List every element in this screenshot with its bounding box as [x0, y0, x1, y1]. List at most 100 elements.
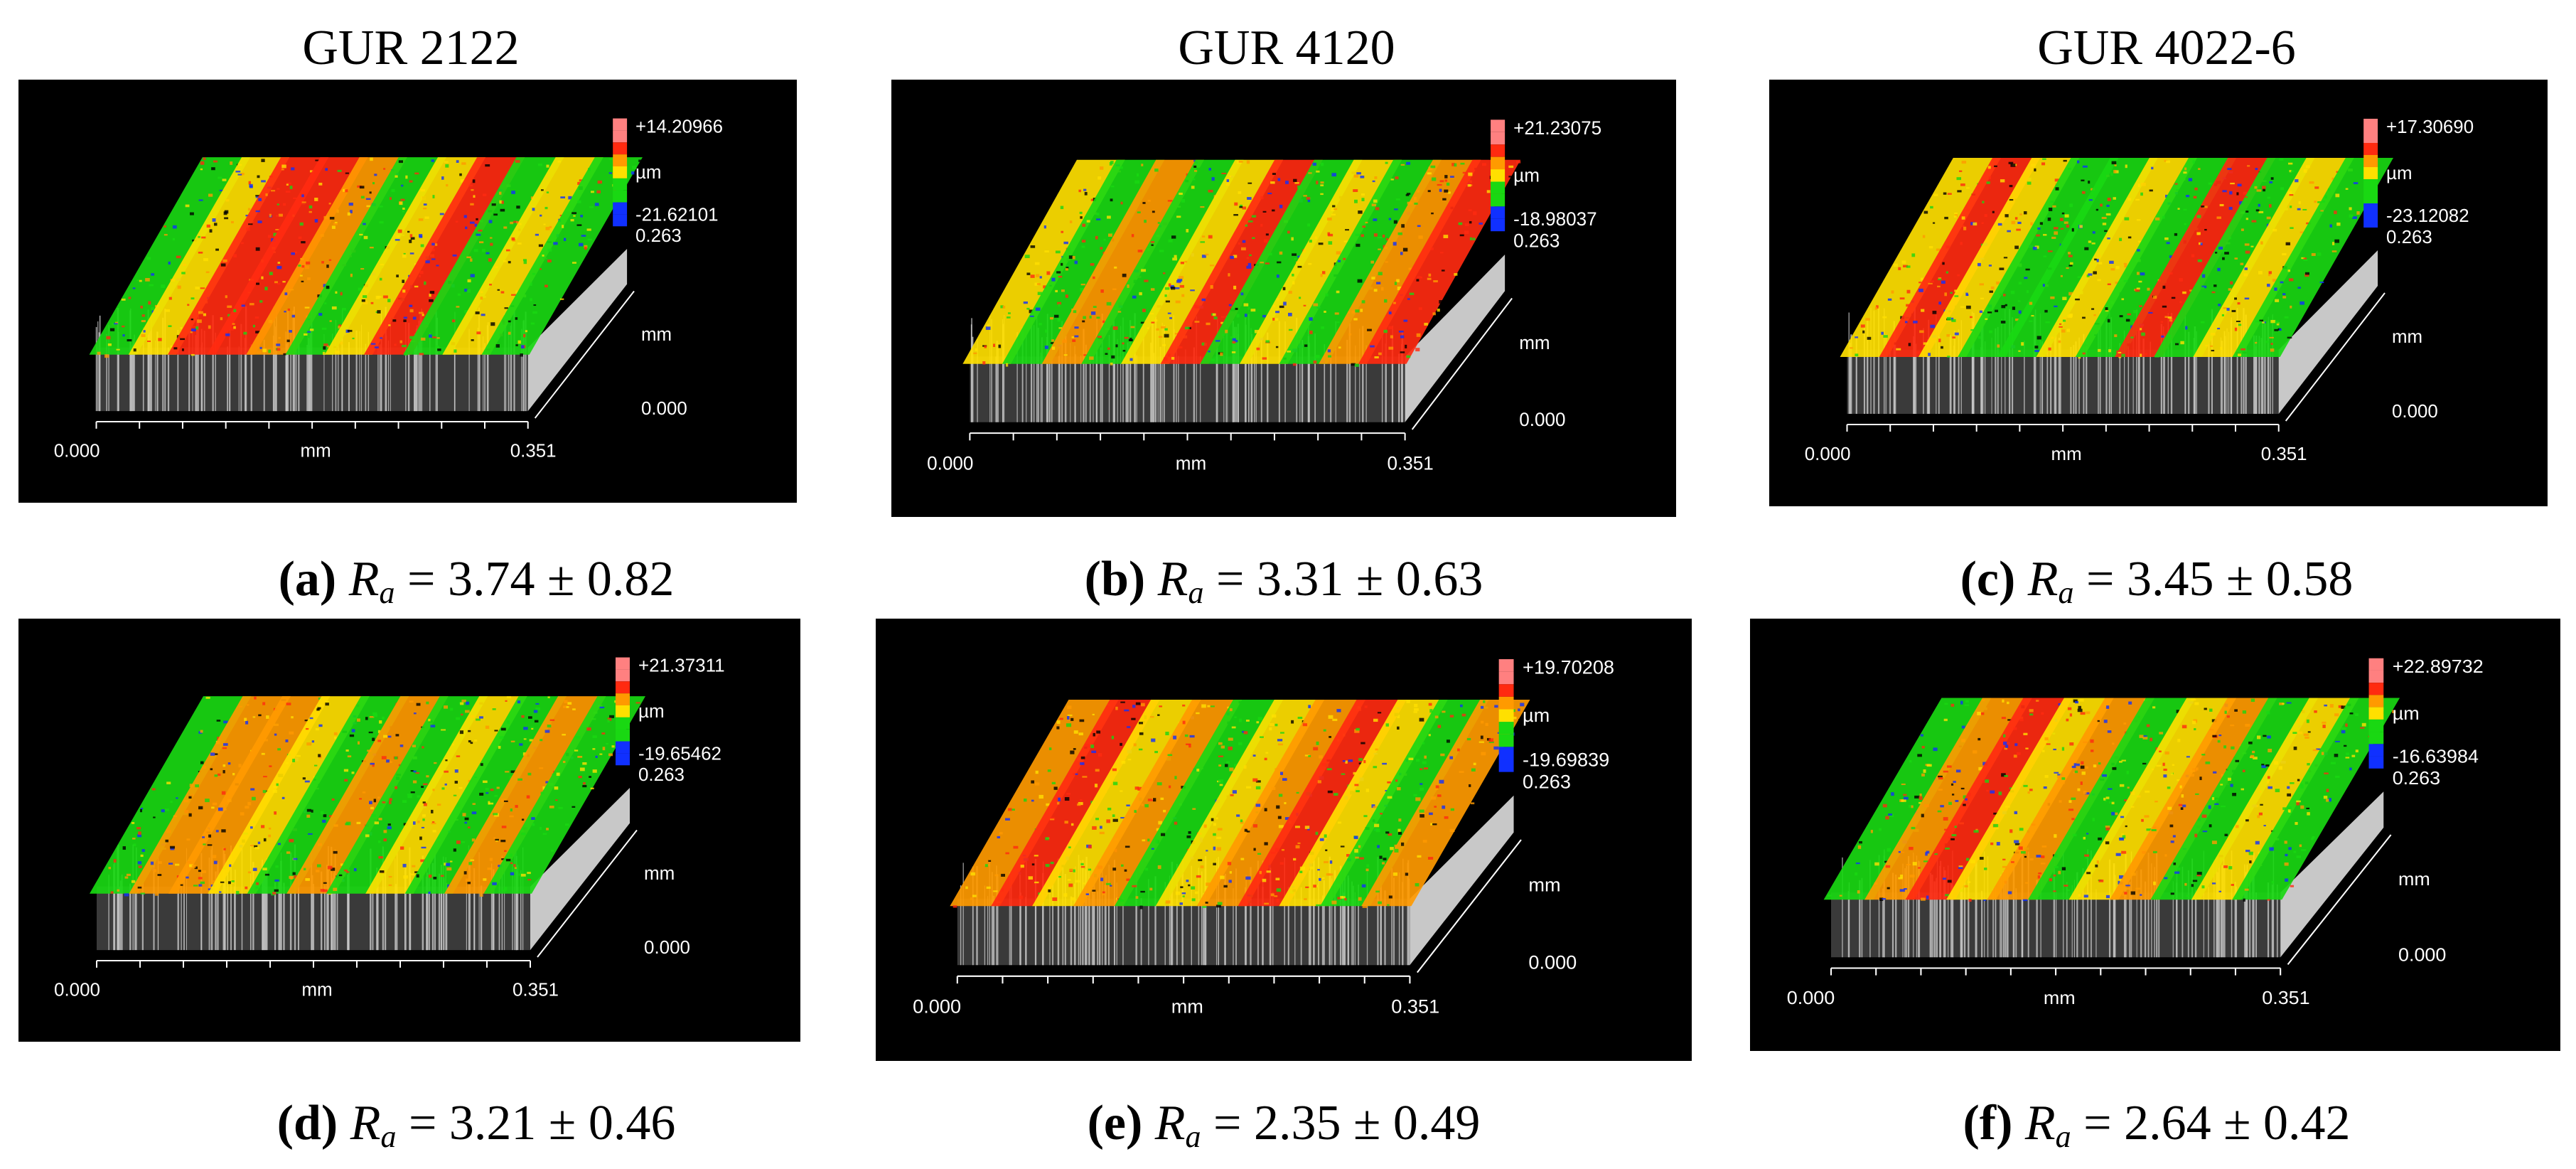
color-scale-segment: [2363, 155, 2378, 167]
surface-speckle: [521, 345, 525, 349]
surface-speckle: [510, 740, 515, 742]
surface-speckle: [586, 727, 591, 731]
surface-speckle: [1986, 789, 1989, 792]
surface-speckle: [203, 258, 208, 262]
surface-speckle: [2201, 205, 2205, 208]
surface-speckle: [2149, 189, 2153, 192]
surface-speckle: [281, 796, 285, 799]
surface-speckle: [1362, 225, 1366, 228]
surface-speckle: [1080, 287, 1084, 292]
surface-speckle: [222, 747, 227, 749]
surface-speckle: [340, 292, 343, 296]
surface-speckle: [1174, 332, 1179, 335]
surface-front-wall: [1847, 350, 2279, 414]
surface-speckle: [2349, 712, 2354, 715]
color-scale-unit-label: µm: [2386, 164, 2412, 183]
surface-speckle: [2307, 763, 2310, 766]
surface-speckle: [2285, 878, 2289, 882]
surface-speckle: [2267, 196, 2271, 199]
surface-speckle: [131, 822, 135, 824]
surface-speckle: [1405, 872, 1409, 876]
surface-speckle: [2212, 882, 2216, 885]
surface-speckle: [2234, 327, 2238, 331]
surface-speckle: [1157, 714, 1160, 716]
surface-speckle: [198, 806, 203, 810]
surface-ridge-band: [962, 159, 1125, 364]
surface-speckle: [2282, 807, 2287, 811]
surface-speckle: [505, 249, 510, 252]
surface-speckle: [2265, 764, 2270, 767]
surface-speckle: [189, 784, 193, 787]
surface-speckle: [2054, 772, 2059, 774]
surface-speckle: [230, 220, 234, 224]
surface-speckle: [2179, 785, 2182, 789]
surface-speckle: [1385, 790, 1388, 792]
surface-side-wall: [527, 249, 628, 412]
surface-speckle: [343, 769, 349, 772]
surface-speckle: [497, 289, 500, 291]
surface-speckle: [1472, 237, 1476, 241]
surface-speckle: [414, 871, 419, 873]
surface-speckle: [1180, 262, 1184, 265]
surface-speckle: [1142, 309, 1146, 312]
panel-caption-a: (a) Ra = 3.74 ± 0.82: [121, 551, 832, 611]
surface-speckle: [2161, 335, 2164, 338]
surface-speckle: [532, 208, 535, 211]
surface-speckle: [508, 261, 511, 264]
surface-speckle: [2338, 705, 2344, 708]
surface-speckle: [1375, 890, 1380, 893]
surface-speckle: [1210, 285, 1213, 289]
surface-speckle: [1132, 705, 1136, 708]
surface-speckle: [419, 836, 422, 840]
surface-speckle: [1950, 317, 1954, 321]
surface-speckle: [314, 219, 318, 223]
surface-speckle: [422, 314, 424, 316]
panel-label: (a): [278, 552, 337, 607]
surface-speckle: [345, 871, 350, 873]
y-axis-max-label: 0.263: [1513, 230, 1560, 251]
surface-speckle: [2236, 192, 2239, 196]
surface-speckle: [462, 813, 466, 816]
surface-speckle: [1942, 877, 1946, 880]
surface-speckle: [363, 223, 366, 225]
surface-speckle: [1446, 740, 1450, 743]
color-scale-segment: [616, 657, 630, 670]
panel-label: (c): [1960, 552, 2016, 607]
surface-speckle: [1177, 279, 1183, 282]
surface-speckle: [436, 337, 440, 339]
surface-speckle: [215, 248, 219, 251]
surface-profile-panel-c: +17.30690 µm -23.12082 0.263 mm 0.000 0.000 mm 0…: [1769, 80, 2548, 506]
surface-speckle: [1163, 809, 1166, 813]
surface-speckle: [163, 225, 167, 228]
surface-speckle: [2192, 880, 2198, 882]
surface-speckle: [1982, 699, 1985, 702]
ra-symbol: Ra: [1157, 552, 1204, 610]
surface-speckle: [465, 226, 468, 230]
y-axis-min-label: 0.000: [2398, 944, 2446, 966]
surface-speckle: [1366, 864, 1369, 868]
surface-speckle: [1096, 218, 1101, 220]
surface-speckle: [559, 215, 562, 217]
surface-speckle: [2200, 321, 2205, 324]
surface-speckle: [1188, 327, 1191, 329]
surface-speckle: [420, 244, 424, 247]
surface-speckle: [1231, 351, 1236, 353]
surface-ridge-band: [2232, 158, 2393, 357]
surface-speckle: [1270, 181, 1275, 184]
surface-speckle: [2300, 784, 2304, 786]
surface-speckle: [510, 872, 515, 875]
y-axis-unit-label: mm: [644, 864, 675, 884]
surface-speckle: [1417, 276, 1422, 278]
surface-speckle: [1923, 860, 1928, 863]
surface-speckle: [1247, 197, 1252, 200]
surface-speckle: [1896, 348, 1901, 351]
color-scale-segment: [2363, 143, 2378, 155]
surface-speckle: [2194, 727, 2196, 731]
surface-speckle: [2016, 752, 2021, 755]
surface-speckle: [338, 874, 343, 877]
surface-speckle: [2091, 242, 2095, 245]
surface-speckle: [2077, 788, 2081, 791]
surface-speckle: [1478, 223, 1483, 225]
surface-speckle: [461, 713, 463, 716]
surface-speckle: [589, 206, 594, 208]
